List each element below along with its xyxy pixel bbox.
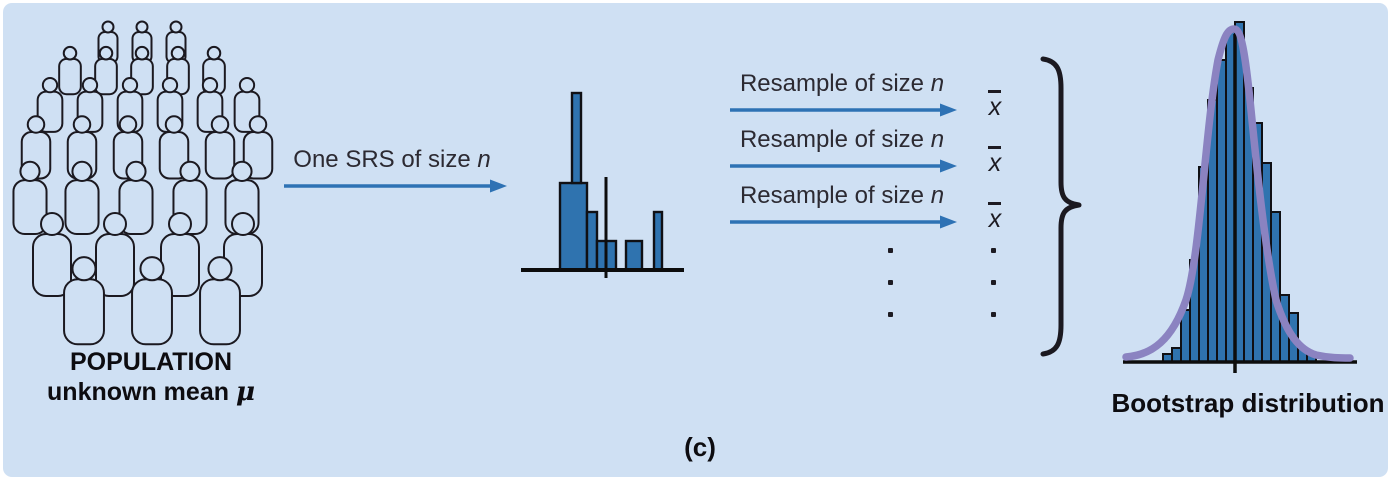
x-bar-glyph: x xyxy=(988,205,1002,233)
population-title: POPULATION xyxy=(69,348,233,376)
bootstrap-distribution-label: Bootstrap distribution xyxy=(1111,388,1385,418)
resample-label-text: Resample of size xyxy=(739,182,931,209)
resample-label-2: Resample of size n xyxy=(722,126,962,154)
macron-bar xyxy=(988,202,1001,205)
srs-label-text: One SRS of size xyxy=(293,146,478,173)
sample-histogram xyxy=(521,91,684,278)
ellipsis-dot xyxy=(888,280,893,285)
srs-label-n: n xyxy=(477,146,491,173)
bootstrap-histogram xyxy=(1122,21,1357,373)
ellipsis-dot xyxy=(991,248,996,253)
mu-symbol: μ xyxy=(235,377,255,407)
macron-bar xyxy=(988,146,1001,149)
x-bar-glyph: x xyxy=(988,149,1002,177)
population-subtitle: unknown mean μ xyxy=(22,377,280,408)
resample-label-n: n xyxy=(930,126,945,153)
x-bar-statistic-1: x xyxy=(978,90,1012,122)
ellipsis-dot xyxy=(888,312,893,317)
resample-label-1: Resample of size n xyxy=(722,70,962,98)
population-label: POPULATION unknown mean μ xyxy=(22,347,280,408)
x-bar-statistic-3: x xyxy=(978,202,1012,234)
resample-label-text: Resample of size xyxy=(739,126,931,153)
resample-label-n: n xyxy=(930,70,945,97)
ellipsis-dot xyxy=(991,312,996,317)
srs-arrow-label: One SRS of size n xyxy=(272,146,512,174)
x-bar-statistic-2: x xyxy=(978,146,1012,178)
macron-bar xyxy=(988,90,1001,93)
resample-label-text: Resample of size xyxy=(739,70,931,97)
figure-caption: (c) xyxy=(684,432,716,462)
population-subtitle-text: unknown mean xyxy=(47,378,236,406)
ellipsis-dot xyxy=(991,280,996,285)
resample-label-n: n xyxy=(930,182,945,209)
flow-arrows xyxy=(284,103,957,229)
x-bar-glyph: x xyxy=(988,93,1002,121)
curly-brace xyxy=(1040,56,1082,357)
ellipsis-dot xyxy=(888,248,893,253)
population-crowd-illustration xyxy=(12,20,274,346)
vertical-ellipsis-resamples xyxy=(888,248,893,317)
vertical-ellipsis-statistics xyxy=(991,248,996,317)
resample-label-3: Resample of size n xyxy=(722,182,962,210)
